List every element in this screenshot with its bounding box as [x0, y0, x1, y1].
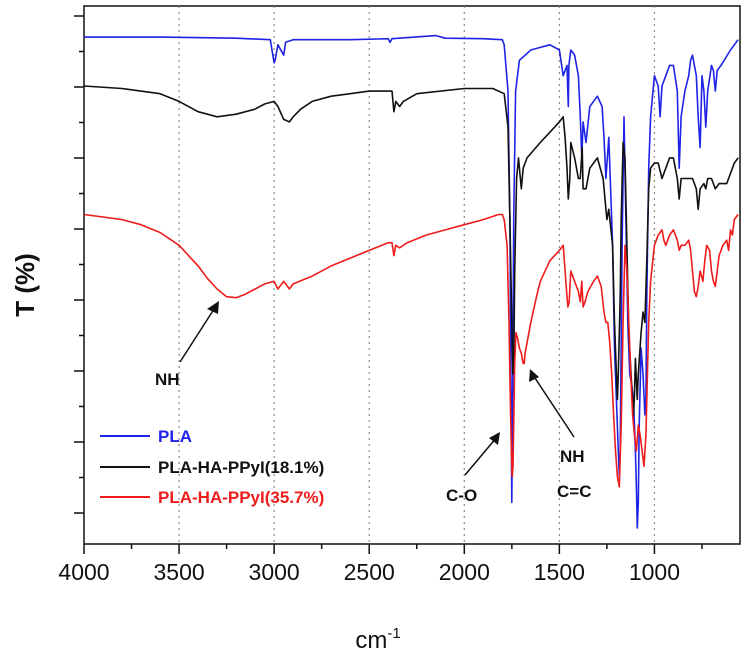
- legend-label-pla-ha-ppyi-35: PLA-HA-PPyI(35.7%): [158, 488, 324, 507]
- annotation-nh-broad: NH: [155, 301, 219, 389]
- legend: PLA PLA-HA-PPyI(18.1%) PLA-HA-PPyI(35.7%…: [100, 427, 324, 507]
- annotation-co-arrow: [464, 436, 498, 476]
- x-axis-ticks: 4000 3500 3000 2500 2000 1500 1000: [58, 544, 703, 585]
- series-layer: [83, 34, 739, 529]
- x-axis-title: cm-1: [355, 625, 400, 654]
- annotation-co-label: C-O: [446, 486, 477, 505]
- y-axis-ticks: [74, 15, 84, 514]
- x-axis-title-unit: cm: [355, 627, 387, 654]
- annotation-nh-arrow: [179, 305, 217, 363]
- legend-item-pla-ha-ppyi-35: PLA-HA-PPyI(35.7%): [100, 488, 324, 507]
- annotation-nh-label: NH: [155, 370, 180, 389]
- annotation-nh-cc-arrowhead: [529, 369, 539, 382]
- x-tick-label-2000: 2000: [439, 559, 490, 585]
- legend-item-pla: PLA: [100, 427, 192, 446]
- annotation-nh-cc-line1: NH: [560, 447, 585, 466]
- legend-label-pla-ha-ppyi-18: PLA-HA-PPyI(18.1%): [158, 458, 324, 477]
- series-line-2: [83, 213, 739, 488]
- x-tick-label-1000: 1000: [629, 559, 680, 585]
- annotation-co: C-O: [446, 432, 500, 505]
- series-line-0: [84, 34, 739, 529]
- x-tick-label-3000: 3000: [249, 559, 300, 585]
- x-axis-title-superscript: -1: [387, 625, 400, 642]
- y-axis-title: T (%): [10, 253, 40, 317]
- legend-label-pla: PLA: [158, 427, 192, 446]
- annotation-nh-cc-arrow: [532, 374, 575, 438]
- annotation-co-arrowhead: [489, 432, 500, 445]
- x-tick-label-3500: 3500: [153, 559, 204, 585]
- legend-item-pla-ha-ppyi-18: PLA-HA-PPyI(18.1%): [100, 458, 324, 477]
- x-tick-label-2500: 2500: [344, 559, 395, 585]
- x-tick-label-1500: 1500: [534, 559, 585, 585]
- x-tick-label-4000: 4000: [58, 559, 109, 585]
- annotation-nh-cc-line2: C=C: [557, 482, 591, 501]
- plot-frame: [83, 5, 741, 545]
- annotation-nh-arrowhead: [207, 301, 219, 314]
- annotation-nh-cc: NH C=C: [529, 369, 591, 501]
- series-line-1: [83, 85, 739, 416]
